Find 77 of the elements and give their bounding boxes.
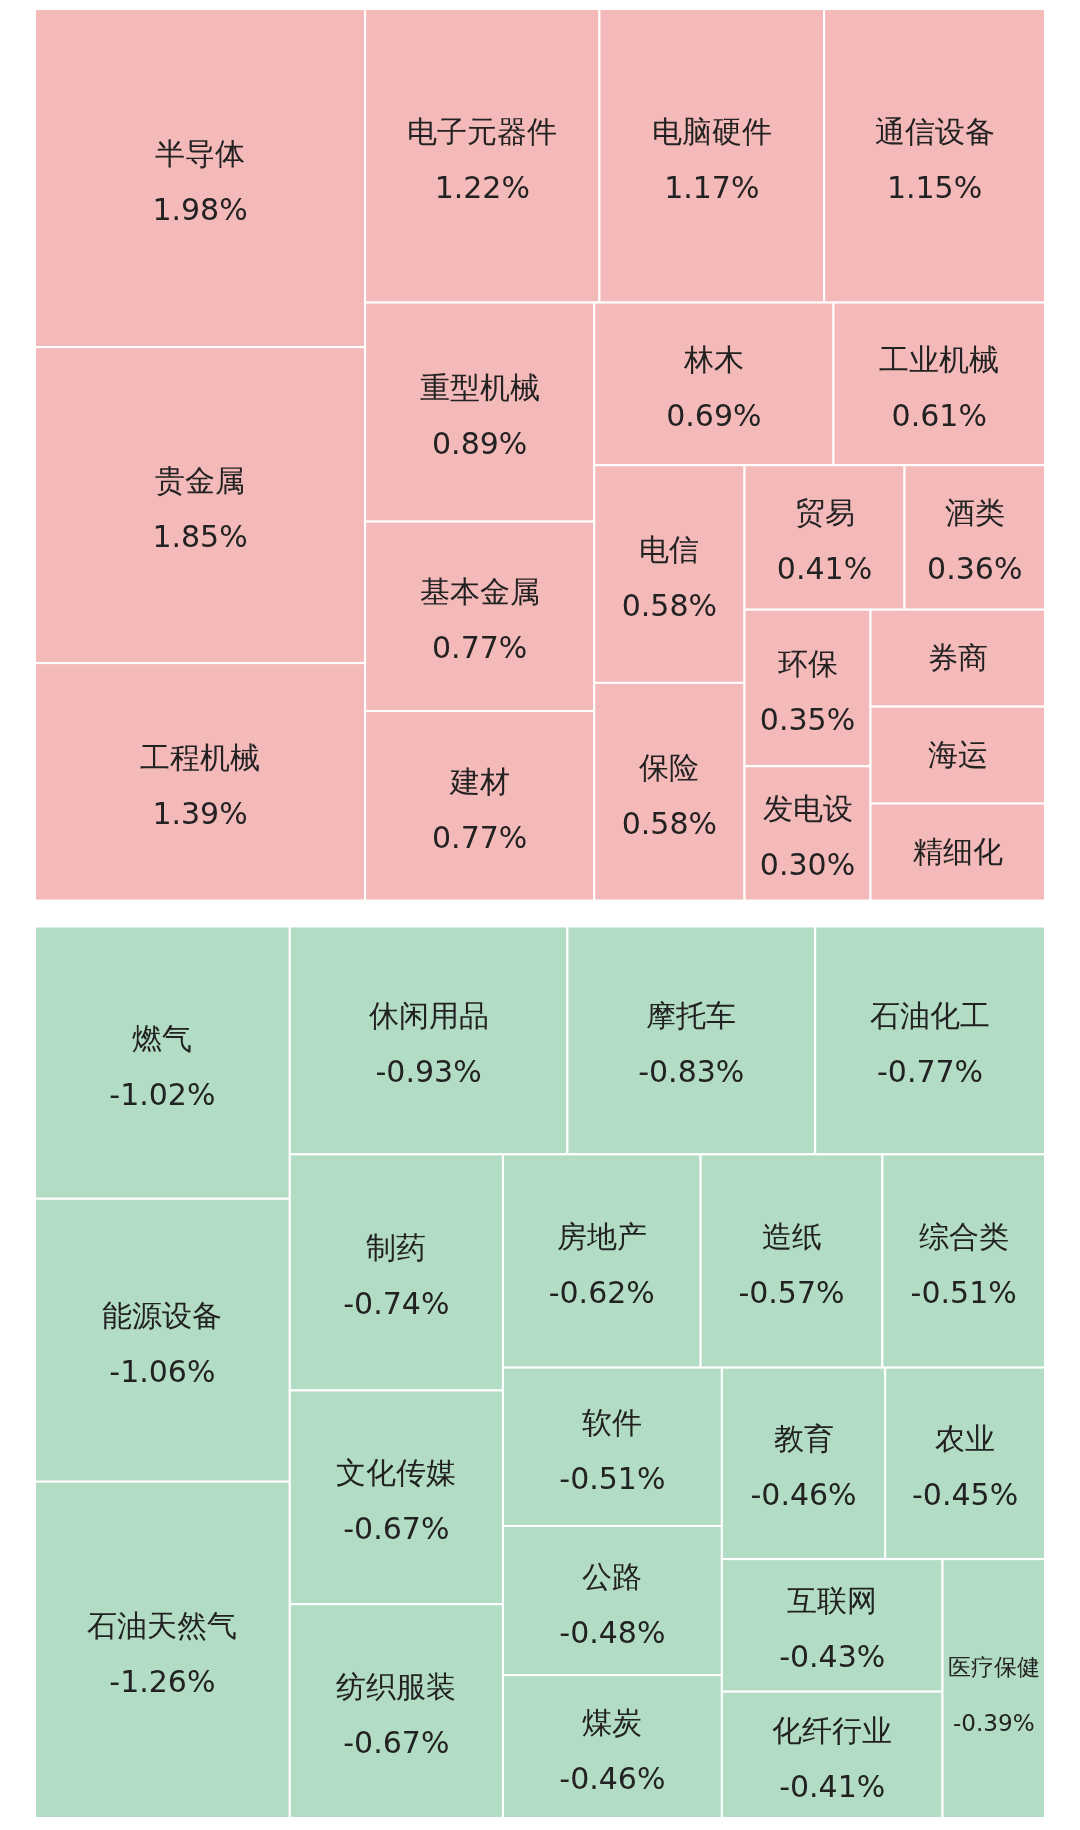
category-label: 化纤行业 (772, 1712, 893, 1748)
category-label: 能源设备 (102, 1298, 223, 1334)
data-label: -0.77% (877, 1054, 984, 1090)
data-label: 1.39% (152, 795, 248, 831)
category-label: 综合类 (918, 1218, 1009, 1254)
data-label: 0.61% (891, 397, 987, 433)
data-label: 1.15% (886, 169, 983, 205)
category-label: 半导体 (155, 136, 246, 172)
data-label: 1.17% (664, 169, 760, 205)
category-label: 海运 (927, 737, 988, 773)
data-label: -0.51% (910, 1274, 1017, 1310)
category-label: 休闲用品 (368, 998, 489, 1034)
category-label: 房地产 (556, 1218, 647, 1254)
category-label: 医疗保健 (947, 1653, 1040, 1680)
data-label: -0.46% (559, 1760, 666, 1796)
data-label: -0.48% (559, 1614, 666, 1650)
category-label: 公路 (582, 1558, 643, 1594)
category-label: 贸易 (794, 495, 855, 531)
category-label: 保险 (639, 749, 700, 785)
category-label: 基本金属 (419, 574, 540, 610)
category-label: 摩托车 (646, 998, 737, 1034)
data-label: -0.51% (559, 1460, 666, 1496)
category-label: 文化传媒 (336, 1455, 457, 1491)
data-label: 0.41% (776, 551, 873, 587)
data-label: -0.45% (912, 1477, 1019, 1513)
category-label: 精细化 (912, 834, 1003, 870)
category-label: 石油化工 (870, 998, 991, 1034)
category-label: 造纸 (761, 1218, 822, 1254)
data-label: 0.58% (621, 805, 718, 841)
category-label: 电脑硬件 (651, 113, 772, 149)
category-label: 贵金属 (155, 463, 246, 499)
category-label: 通信设备 (874, 113, 995, 149)
category-label: 教育 (773, 1421, 834, 1457)
data-label: 0.36% (927, 551, 1023, 587)
data-label: -0.83% (638, 1054, 745, 1090)
data-label: 0.30% (759, 847, 856, 883)
data-label: 0.77% (432, 819, 528, 855)
data-label: -0.93% (375, 1054, 482, 1090)
category-label: 纺织服装 (336, 1669, 457, 1705)
category-label: 重型机械 (419, 370, 540, 406)
category-label: 工业机械 (879, 341, 1000, 377)
category-label: 电信 (639, 532, 700, 568)
category-label: 煤炭 (582, 1704, 643, 1740)
data-label: -0.46% (750, 1477, 857, 1513)
category-label: 软件 (582, 1404, 643, 1440)
category-label: 制药 (366, 1230, 427, 1266)
data-label: 0.89% (432, 426, 528, 462)
data-label: 1.22% (434, 169, 530, 205)
data-label: 0.58% (621, 588, 718, 624)
category-label: 发电设 (762, 791, 853, 827)
category-label: 环保 (777, 645, 838, 681)
data-label: -0.57% (738, 1274, 845, 1310)
data-label: 1.85% (152, 519, 248, 555)
data-label: -0.41% (779, 1768, 886, 1804)
data-label: -1.26% (109, 1663, 216, 1699)
data-label: 0.69% (666, 397, 762, 433)
data-label: -0.74% (343, 1286, 450, 1322)
data-label: 1.98% (152, 192, 248, 228)
data-label: -1.02% (109, 1076, 216, 1112)
category-label: 建材 (448, 763, 510, 799)
category-label: 石油天然气 (87, 1607, 238, 1643)
data-label: -0.39% (952, 1709, 1035, 1736)
category-label: 林木 (682, 341, 744, 377)
data-label: -0.67% (343, 1511, 450, 1547)
category-label: 互联网 (787, 1583, 878, 1619)
data-label: -0.43% (779, 1639, 886, 1675)
category-label: 燃气 (132, 1020, 193, 1056)
category-label: 酒类 (944, 495, 1005, 531)
data-label: -1.06% (109, 1354, 216, 1390)
category-label: 工程机械 (140, 739, 261, 775)
data-label: -0.62% (548, 1274, 655, 1310)
category-label: 农业 (935, 1421, 996, 1457)
data-label: -0.67% (343, 1725, 450, 1761)
data-label: 0.77% (432, 630, 528, 666)
data-label: 0.35% (759, 701, 856, 737)
category-label: 电子元器件 (407, 113, 558, 149)
category-label: 券商 (927, 640, 988, 676)
